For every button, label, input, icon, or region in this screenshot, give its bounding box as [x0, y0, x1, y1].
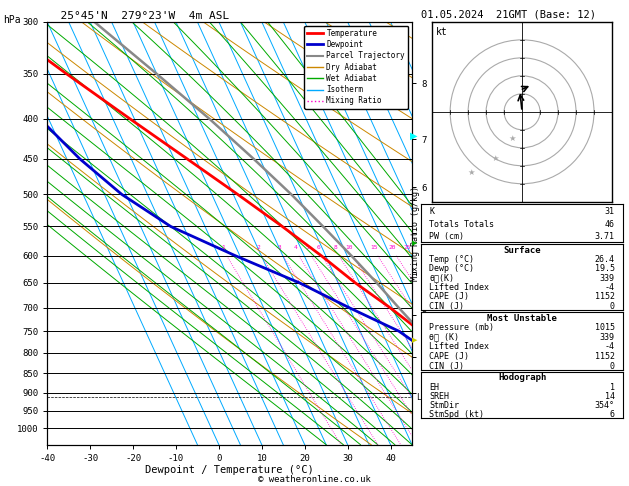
- Text: ▶: ▶: [409, 131, 417, 141]
- Text: kt: kt: [436, 27, 447, 37]
- Text: 1015: 1015: [594, 323, 615, 332]
- Text: 3.71: 3.71: [594, 232, 615, 242]
- Text: © weatheronline.co.uk: © weatheronline.co.uk: [258, 474, 371, 484]
- Text: Pressure (mb): Pressure (mb): [430, 323, 494, 332]
- Text: 1: 1: [221, 245, 225, 250]
- Text: 339: 339: [599, 274, 615, 283]
- Text: Lifted Index: Lifted Index: [430, 343, 489, 351]
- Text: 339: 339: [599, 333, 615, 342]
- Text: 25°45'N  279°23'W  4m ASL: 25°45'N 279°23'W 4m ASL: [47, 11, 230, 21]
- Text: 15: 15: [370, 245, 378, 250]
- Text: StmDir: StmDir: [430, 401, 459, 410]
- Text: ★: ★: [467, 168, 475, 177]
- Text: CIN (J): CIN (J): [430, 302, 464, 311]
- Text: 20: 20: [389, 245, 396, 250]
- Text: -4: -4: [604, 283, 615, 292]
- Text: ★: ★: [508, 134, 516, 143]
- Text: CAPE (J): CAPE (J): [430, 352, 469, 361]
- Text: Surface: Surface: [503, 245, 541, 255]
- Text: 14: 14: [604, 392, 615, 401]
- Text: 6: 6: [610, 410, 615, 419]
- Text: K: K: [430, 207, 435, 216]
- Text: 6: 6: [316, 245, 320, 250]
- Text: ★: ★: [491, 154, 499, 163]
- Text: 5: 5: [306, 245, 309, 250]
- Text: 25: 25: [404, 245, 411, 250]
- Text: 2: 2: [256, 245, 260, 250]
- Text: hPa: hPa: [3, 15, 21, 25]
- Text: -4: -4: [604, 343, 615, 351]
- Text: CAPE (J): CAPE (J): [430, 293, 469, 301]
- Text: Temp (°C): Temp (°C): [430, 255, 474, 264]
- Text: 1152: 1152: [594, 352, 615, 361]
- Text: 1: 1: [610, 382, 615, 392]
- Text: 0: 0: [610, 362, 615, 370]
- Text: Dewp (°C): Dewp (°C): [430, 264, 474, 273]
- Text: StmSpd (kt): StmSpd (kt): [430, 410, 484, 419]
- Text: Most Unstable: Most Unstable: [487, 314, 557, 323]
- Text: 4: 4: [294, 245, 297, 250]
- Text: 19.5: 19.5: [594, 264, 615, 273]
- Text: 1152: 1152: [594, 293, 615, 301]
- Text: Lifted Index: Lifted Index: [430, 283, 489, 292]
- Text: 8: 8: [333, 245, 337, 250]
- Text: Hodograph: Hodograph: [498, 373, 546, 382]
- Legend: Temperature, Dewpoint, Parcel Trajectory, Dry Adiabat, Wet Adiabat, Isotherm, Mi: Temperature, Dewpoint, Parcel Trajectory…: [304, 26, 408, 108]
- Text: 46: 46: [604, 220, 615, 229]
- Text: 3: 3: [277, 245, 281, 250]
- Text: ▶: ▶: [411, 337, 417, 343]
- Text: θᴄ (K): θᴄ (K): [430, 333, 459, 342]
- Text: 10: 10: [345, 245, 352, 250]
- Text: Mixing Ratio (g/kg): Mixing Ratio (g/kg): [411, 186, 420, 281]
- Text: Totals Totals: Totals Totals: [430, 220, 494, 229]
- Text: θᴄ(K): θᴄ(K): [430, 274, 455, 283]
- Text: 0: 0: [610, 302, 615, 311]
- Text: 31: 31: [604, 207, 615, 216]
- Text: SREH: SREH: [430, 392, 450, 401]
- Text: ▶: ▶: [411, 240, 417, 246]
- Text: PW (cm): PW (cm): [430, 232, 464, 242]
- X-axis label: Dewpoint / Temperature (°C): Dewpoint / Temperature (°C): [145, 466, 314, 475]
- Text: CIN (J): CIN (J): [430, 362, 464, 370]
- Text: 01.05.2024  21GMT (Base: 12): 01.05.2024 21GMT (Base: 12): [421, 9, 596, 19]
- Text: LCL: LCL: [416, 393, 431, 401]
- Text: 26.4: 26.4: [594, 255, 615, 264]
- Text: EH: EH: [430, 382, 440, 392]
- Text: 354°: 354°: [594, 401, 615, 410]
